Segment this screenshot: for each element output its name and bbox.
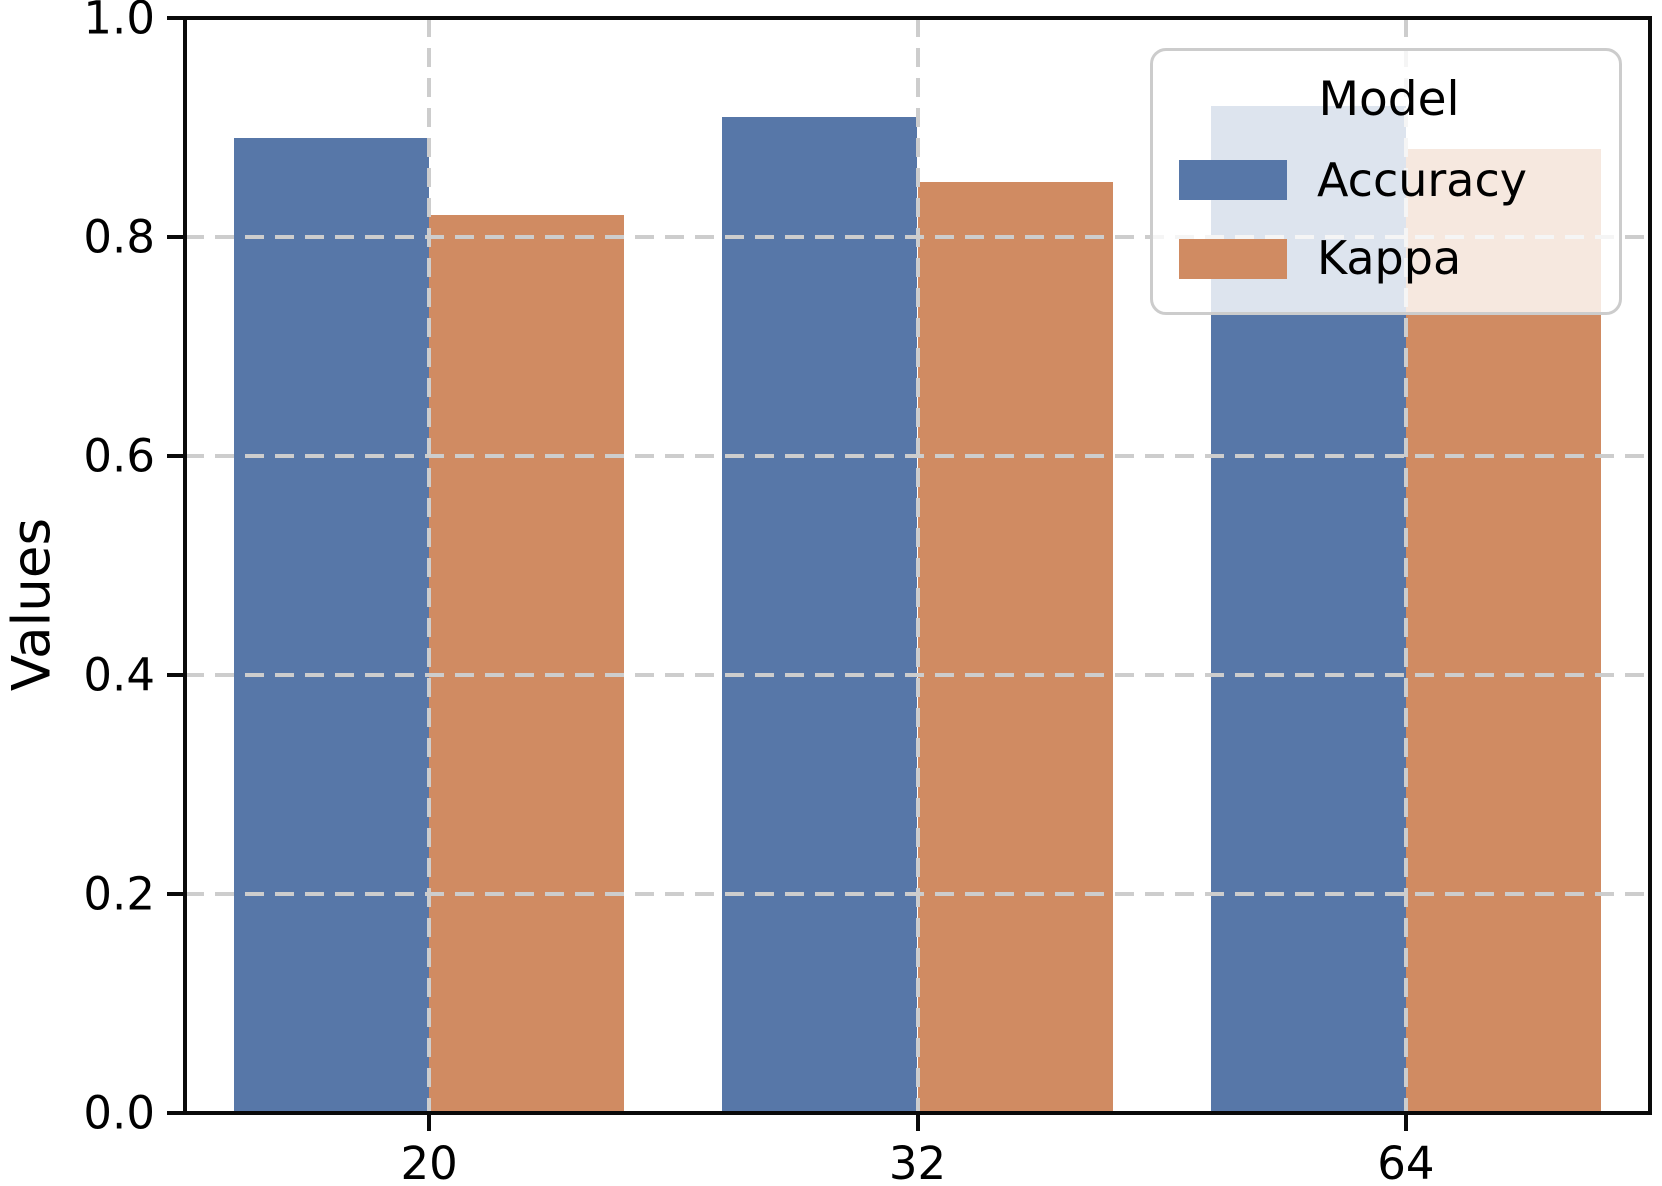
y-tick-mark (167, 673, 183, 677)
y-tick-mark (167, 16, 183, 20)
y-tick-label: 0.2 (83, 867, 155, 921)
y-tick-mark (167, 454, 183, 458)
x-tick-mark (1403, 1115, 1408, 1131)
x-tick-mark (915, 1115, 920, 1131)
y-tick-label: 0.8 (83, 210, 155, 264)
x-tick-label: 64 (1377, 1137, 1435, 1186)
legend: Model Accuracy Kappa (1150, 48, 1622, 315)
bar-kappa-32 (917, 182, 1113, 1113)
legend-label-kappa: Kappa (1317, 231, 1462, 286)
y-tick-mark (167, 1111, 183, 1115)
x-tick-mark (427, 1115, 432, 1131)
y-tick-label: 1.0 (83, 0, 155, 45)
x-tick-label: 20 (400, 1137, 458, 1186)
x-tick-label: 32 (888, 1137, 947, 1186)
y-tick-label: 0.6 (83, 429, 155, 483)
legend-title: Model (1318, 71, 1460, 127)
bar-accuracy-32 (722, 116, 918, 1113)
legend-entry-accuracy: Accuracy (1179, 155, 1599, 206)
legend-label-accuracy: Accuracy (1317, 152, 1528, 207)
y-axis-label: Values (1, 517, 63, 692)
kappa-swatch-icon (1179, 238, 1287, 279)
y-tick-mark (167, 892, 183, 896)
legend-entry-kappa: Kappa (1179, 233, 1599, 284)
accuracy-swatch-icon (1179, 160, 1287, 201)
bar-kappa-20 (429, 215, 625, 1113)
y-tick-label: 0.0 (83, 1086, 155, 1140)
y-tick-mark (167, 235, 183, 239)
y-tick-label: 0.4 (83, 648, 155, 702)
bar-accuracy-20 (233, 138, 430, 1113)
